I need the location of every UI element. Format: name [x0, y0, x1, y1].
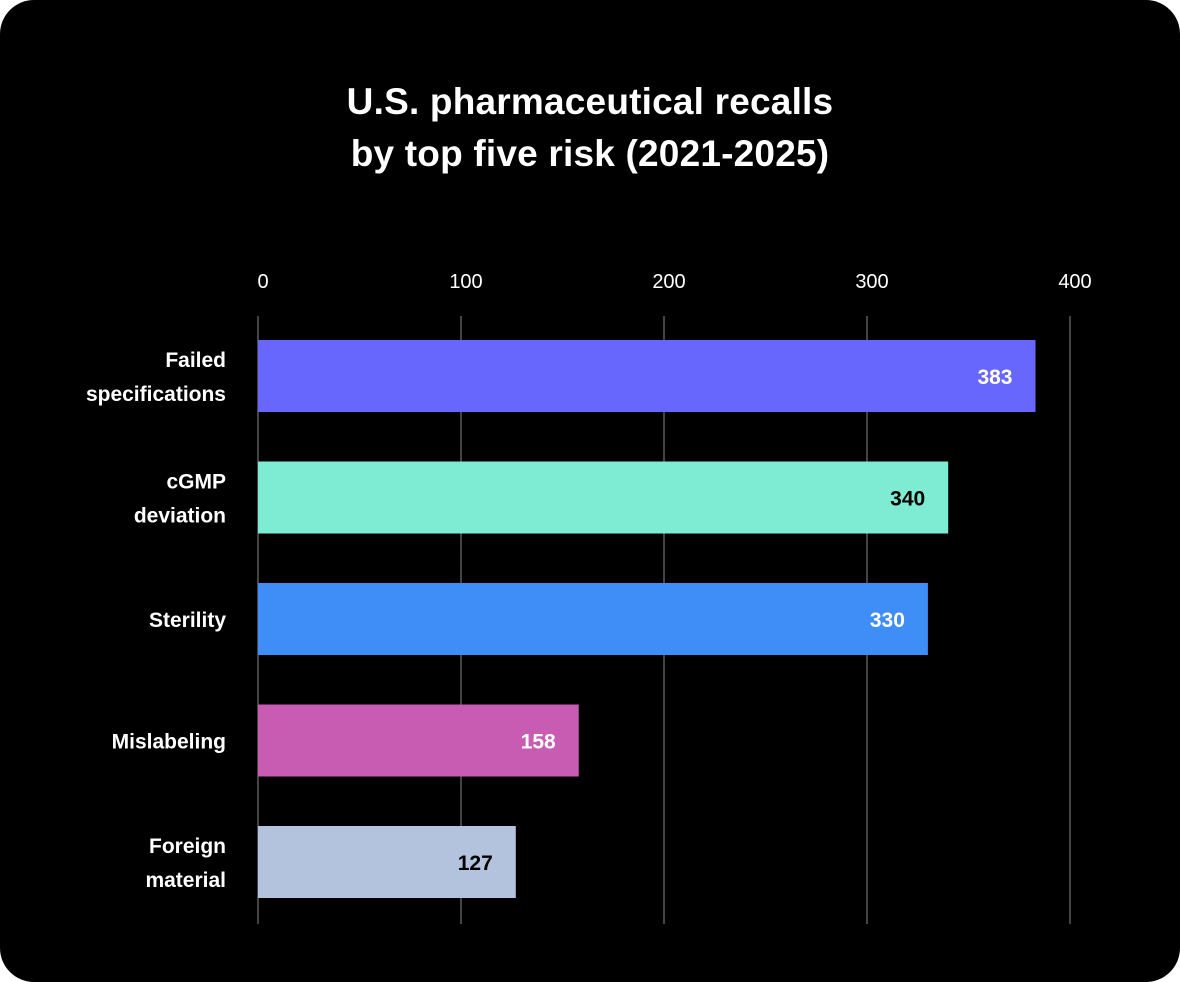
- x-tick-label-100: 100: [449, 271, 482, 293]
- chart-title-line-2: by top five risk (2021-2025): [350, 133, 830, 174]
- category-label-4-0: Foreign: [149, 835, 226, 858]
- chart-title: U.S. pharmaceutical recalls by top five …: [0, 76, 1180, 180]
- category-label-0-0: Failed: [165, 349, 226, 372]
- category-label-2-0: Sterility: [149, 609, 226, 632]
- x-tick-label-400: 400: [1058, 271, 1091, 293]
- x-tick-label-0: 0: [257, 271, 268, 293]
- bar-value-label-0: 383: [977, 366, 1012, 389]
- category-label-0-1: specifications: [86, 383, 226, 406]
- bar-2: [258, 583, 928, 655]
- bar-1: [258, 461, 949, 534]
- bar-0: [258, 340, 1036, 412]
- x-tick-label-200: 200: [652, 271, 685, 293]
- chart-title-line-1: U.S. pharmaceutical recalls: [346, 81, 834, 122]
- category-label-1-0: cGMP: [166, 471, 226, 494]
- bar-4: [258, 826, 516, 898]
- category-label-3-0: Mislabeling: [112, 731, 226, 754]
- category-label-4-1: material: [145, 869, 226, 892]
- category-label-1-1: deviation: [134, 505, 226, 528]
- bar-value-label-3: 158: [521, 731, 556, 754]
- bar-value-label-2: 330: [870, 609, 905, 632]
- bar-value-label-1: 340: [890, 488, 925, 511]
- bar-3: [258, 704, 579, 777]
- x-tick-label-300: 300: [855, 271, 888, 293]
- bar-value-label-4: 127: [458, 852, 493, 875]
